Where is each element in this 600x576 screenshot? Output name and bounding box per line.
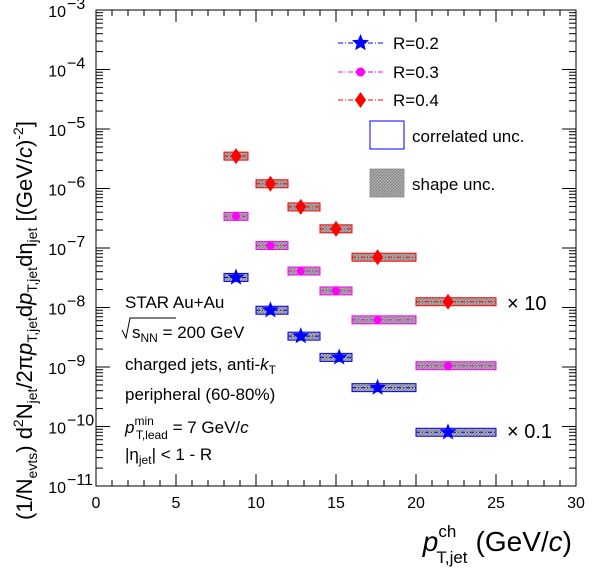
y-tick-label: 10	[48, 183, 66, 200]
y-tick-label: 10	[48, 64, 66, 81]
y-tick-exponent: −5	[67, 115, 85, 132]
data-point-circle	[373, 315, 382, 324]
series-R04	[223, 148, 497, 310]
y-tick-label: 10	[48, 361, 66, 378]
annotation-centrality: peripheral (60-80%)	[125, 385, 275, 404]
data-point-diamond	[330, 220, 342, 237]
y-tick-exponent: −7	[67, 234, 85, 251]
data-layer	[223, 148, 497, 440]
legend-entry-shape: shape unc.	[369, 168, 495, 198]
x-tick-label: 30	[567, 495, 585, 512]
legend-label-r04: R=0.4	[393, 91, 439, 110]
annotation-jets: charged jets, anti-kT	[125, 355, 277, 377]
scale-label-x10: × 10	[507, 293, 546, 315]
x-axis-title: pch T,jet(GeV/c)	[422, 522, 572, 567]
shape-unc-box	[352, 383, 416, 392]
legend-entry-r03: R=0.3	[338, 63, 439, 82]
legend: R=0.2 R=0.3 R=0.4 correlated unc. shape …	[338, 34, 524, 198]
data-point-star	[369, 378, 387, 395]
x-tick-label: 10	[247, 495, 265, 512]
x-tick-label: 0	[92, 495, 101, 512]
data-point-diamond	[230, 148, 242, 165]
data-point-circle	[332, 286, 340, 295]
data-point-circle	[232, 212, 240, 221]
svg-text:(1/Nevts) d2Njet/2πpT,jetdpT,j: (1/Nevts) d2Njet/2πpT,jetdpT,jetdηjet [(…	[10, 121, 40, 520]
data-point-diamond	[372, 249, 384, 266]
x-tick-label: 25	[487, 495, 505, 512]
annotation-lead-cut: pmin T,lead = 7 GeV/c	[124, 414, 249, 442]
legend-label-correlated: correlated unc.	[412, 127, 524, 146]
legend-star-marker	[351, 34, 370, 51]
legend-label-r03: R=0.3	[393, 63, 439, 82]
series-R02	[223, 268, 497, 440]
scale-label-x01: × 0.1	[507, 421, 552, 443]
data-point-circle	[296, 267, 305, 276]
shape-unc-box	[352, 253, 416, 262]
data-point-diamond	[442, 293, 454, 310]
data-point-star	[292, 327, 310, 344]
x-tick-label: 5	[172, 495, 181, 512]
y-tick-label: 10	[48, 302, 66, 319]
y-tick-exponent: −8	[67, 294, 85, 311]
data-point-star	[439, 423, 457, 440]
legend-circle-marker	[356, 67, 365, 77]
annotation-block: STAR Au+Au sNN = 200 GeV charged jets, a…	[121, 293, 277, 467]
data-point-circle	[444, 361, 452, 370]
legend-entry-correlated: correlated unc.	[369, 120, 524, 150]
legend-diamond-marker	[355, 92, 366, 108]
annotation-eta-cut: |ηjet| < 1 - R	[125, 445, 212, 467]
plot-frame	[95, 9, 577, 487]
annotation-energy: sNN = 200 GeV	[121, 317, 245, 345]
x-tick-labels: 0 5 10 15 20 25 30	[92, 495, 585, 512]
legend-filled-box	[369, 168, 405, 198]
axis-ticks	[95, 9, 577, 487]
y-tick-label: 10	[48, 480, 66, 497]
y-tick-exponent: −3	[67, 0, 85, 13]
series-R03	[223, 211, 497, 371]
x-tick-label: 20	[407, 495, 425, 512]
legend-entry-r04: R=0.4	[338, 91, 439, 110]
y-tick-exponent: −4	[67, 56, 85, 73]
y-tick-exponent: −11	[67, 472, 93, 489]
data-point-diamond	[295, 198, 307, 215]
svg-text:sNN = 200 GeV: sNN = 200 GeV	[132, 323, 245, 345]
legend-label-shape: shape unc.	[412, 175, 495, 194]
legend-open-box	[369, 120, 405, 150]
legend-label-r02: R=0.2	[393, 34, 439, 53]
data-point-circle	[266, 241, 275, 250]
y-tick-label: 10	[48, 242, 66, 259]
annotation-experiment: STAR Au+Au	[125, 293, 224, 312]
legend-entry-r02: R=0.2	[338, 34, 439, 53]
data-point-star	[227, 268, 245, 285]
data-point-diamond	[264, 175, 276, 192]
y-tick-exponent: −9	[67, 353, 85, 370]
data-point-star	[330, 348, 348, 365]
y-tick-exponent: −10	[67, 413, 94, 430]
y-tick-label: 10	[48, 123, 66, 140]
x-tick-label: 15	[327, 495, 345, 512]
y-axis-title: (1/Nevts) d2Njet/2πpT,jetdpT,jetdηjet [(…	[10, 121, 40, 520]
y-tick-exponent: −6	[67, 175, 85, 192]
shape-unc-box	[352, 315, 416, 324]
data-point-star	[261, 301, 279, 318]
y-tick-label: 10	[48, 4, 66, 21]
y-tick-label: 10	[48, 421, 66, 438]
